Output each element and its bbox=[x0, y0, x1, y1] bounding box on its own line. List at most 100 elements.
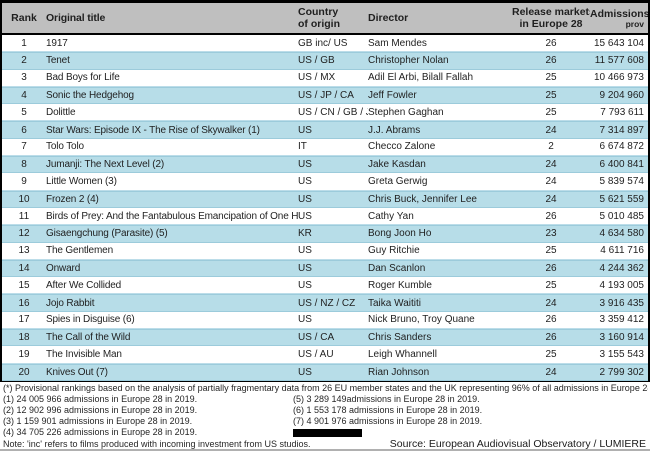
table-row: 2 Tenet US / GB Christopher Nolan 26 11 577 6… bbox=[2, 52, 648, 70]
table-row: 19 The Invisible Man US / AU Leigh Whannell… bbox=[2, 346, 648, 364]
footnotes-section: (*) Provisional rankings based on the an… bbox=[0, 382, 650, 450]
cell-country: US bbox=[298, 366, 312, 378]
cell-admissions: 4 244 362 bbox=[599, 263, 645, 274]
cell-admissions: 6 400 841 bbox=[599, 159, 645, 171]
cell-rank: 8 bbox=[21, 159, 27, 171]
footnote-provisional: (*) Provisional rankings based on the an… bbox=[3, 383, 648, 393]
cell-markets: 24 bbox=[545, 124, 557, 136]
footnote-2: (2) 12 902 996 admissions in Europe 28 i… bbox=[3, 405, 198, 415]
cell-director: Greta Gerwig bbox=[368, 176, 428, 188]
cell-admissions: 5 839 574 bbox=[599, 176, 645, 188]
cell-rank: 11 bbox=[18, 210, 30, 222]
col-header-markets-line1: Release markets bbox=[512, 6, 590, 18]
cell-title: The Invisible Man bbox=[46, 348, 122, 360]
cell-title: Frozen 2 (4) bbox=[46, 193, 99, 205]
cell-director: Chris Buck, Jennifer Lee bbox=[368, 193, 477, 205]
col-header-markets-line2: in Europe 28 bbox=[519, 18, 583, 30]
cell-director: Sam Mendes bbox=[368, 37, 427, 49]
cell-admissions: 6 674 872 bbox=[599, 141, 645, 153]
cell-markets: 26 bbox=[545, 263, 557, 274]
cell-rank: 19 bbox=[18, 348, 30, 360]
cell-title: Dolittle bbox=[46, 106, 76, 118]
cell-country: US / MX bbox=[298, 72, 336, 84]
cell-title: The Call of the Wild bbox=[46, 332, 131, 344]
cell-markets: 24 bbox=[545, 193, 557, 205]
table-row: 12 Gisaengchung (Parasite) (5) KR Bong Joon… bbox=[2, 225, 648, 243]
cell-markets: 25 bbox=[545, 90, 557, 102]
cell-admissions: 15 643 104 bbox=[593, 37, 644, 49]
cell-admissions: 10 466 973 bbox=[593, 72, 644, 84]
cell-admissions: 4 634 580 bbox=[599, 228, 645, 240]
cell-markets: 2 bbox=[548, 141, 554, 153]
cell-country: US / AU bbox=[298, 348, 334, 360]
cell-rank: 5 bbox=[21, 106, 27, 118]
cell-country: US / JP / CA bbox=[298, 90, 354, 102]
cell-country: US / CA bbox=[298, 332, 335, 344]
cell-markets: 24 bbox=[545, 159, 557, 171]
cell-director: Cathy Yan bbox=[368, 210, 414, 222]
cell-admissions: 9 204 960 bbox=[599, 90, 645, 102]
cell-director: Jake Kasdan bbox=[368, 159, 426, 171]
cell-rank: 15 bbox=[18, 279, 30, 291]
cell-title: Tenet bbox=[46, 55, 70, 67]
table-row: 9 Little Women (3) US Greta Gerwig 24 5 839 5… bbox=[2, 173, 648, 191]
cell-country: GB inc/ US bbox=[298, 37, 348, 49]
table-row: 1 1917 GB inc/ US Sam Mendes 26 15 643 104 bbox=[2, 35, 648, 53]
col-header-country-line1: Country bbox=[298, 6, 339, 18]
cell-rank: 20 bbox=[18, 366, 30, 378]
cell-markets: 25 bbox=[545, 348, 557, 360]
table-row: 20 Knives Out (7) US Rian Johnson 24 2 799 30… bbox=[2, 363, 648, 381]
footnote-column-right: (5) 3 289 149admissions in Europe 28 in … bbox=[293, 394, 648, 438]
cell-markets: 25 bbox=[545, 72, 557, 84]
table-row: 17 Spies in Disguise (6) US Nick Bruno, Tro… bbox=[2, 311, 648, 330]
table-row: 3 Bad Boys for Life US / MX Adil El Arbi, B… bbox=[2, 69, 648, 87]
cell-title: Star Wars: Episode IX - The Rise of Skyw… bbox=[46, 124, 260, 136]
cell-director: Taika Waititi bbox=[368, 297, 421, 309]
table-row: 7 Tolo Tolo IT Checco Zalone 2 6 674 872 bbox=[2, 138, 648, 157]
col-header-director: Director bbox=[368, 12, 409, 24]
cell-rank: 2 bbox=[21, 55, 27, 67]
cell-markets: 23 bbox=[545, 228, 557, 240]
cell-country: IT bbox=[298, 141, 307, 153]
cell-country: US / NZ / CZ bbox=[298, 297, 356, 309]
redacted-text-bar bbox=[293, 429, 362, 437]
source-attribution: Source: European Audiovisual Observatory… bbox=[389, 438, 646, 450]
footnote-5: (5) 3 289 149admissions in Europe 28 in … bbox=[293, 394, 480, 404]
table-row: 5 Dolittle US / CN / GB / JPStephen Gaghan… bbox=[2, 104, 648, 122]
cell-title: After We Collided bbox=[46, 279, 122, 291]
table-row: 13 The Gentlemen US Guy Ritchie 25 4 611 716 bbox=[2, 242, 648, 260]
cell-country: US / CN / GB / JP bbox=[298, 106, 368, 118]
cell-admissions: 5 621 559 bbox=[599, 193, 645, 205]
cell-director: Guy Ritchie bbox=[368, 245, 420, 257]
footer-bottom-row: Note: 'inc' refers to films produced wit… bbox=[3, 439, 648, 450]
cell-markets: 25 bbox=[545, 106, 557, 118]
cell-director: J.J. Abrams bbox=[368, 124, 421, 136]
cell-markets: 25 bbox=[545, 279, 557, 291]
cell-admissions: 7 793 611 bbox=[600, 106, 644, 118]
cell-country: US bbox=[298, 159, 312, 171]
col-header-release-markets: Release markets in Europe 28 bbox=[512, 6, 590, 30]
footnote-7: (7) 4 901 976 admissions in Europe 28 in… bbox=[293, 416, 483, 426]
cell-admissions: 3 359 412 bbox=[599, 314, 645, 326]
cell-rank: 7 bbox=[21, 141, 27, 153]
cell-country: US bbox=[298, 245, 312, 257]
footnote-1: (1) 24 005 966 admissions in Europe 28 i… bbox=[3, 394, 198, 404]
footnote-3: (3) 1 159 901 admissions in Europe 28 in… bbox=[3, 416, 193, 426]
cell-rank: 6 bbox=[21, 124, 27, 136]
table-row: 8 Jumanji: The Next Level (2) US Jake Kasda… bbox=[2, 156, 648, 174]
table-row: 11 Birds of Prey: And the Fantabulous Ema… bbox=[2, 207, 648, 226]
cell-markets: 26 bbox=[545, 37, 557, 49]
cell-rank: 3 bbox=[21, 72, 27, 84]
cell-title: Jojo Rabbit bbox=[46, 297, 95, 309]
cell-title: Tolo Tolo bbox=[46, 141, 84, 153]
cell-admissions: 3 916 435 bbox=[599, 297, 645, 309]
footnote-columns: (1) 24 005 966 admissions in Europe 28 i… bbox=[3, 394, 648, 438]
cell-director: Jeff Fowler bbox=[368, 90, 417, 102]
cell-country: US bbox=[298, 263, 312, 274]
cell-markets: 24 bbox=[545, 176, 557, 188]
cell-title: Little Women (3) bbox=[46, 176, 117, 188]
cell-markets: 25 bbox=[545, 245, 557, 257]
cell-rank: 17 bbox=[18, 314, 30, 326]
film-ranking-table: Rank Original title Country of origin Di… bbox=[0, 0, 650, 382]
cell-director: Christopher Nolan bbox=[368, 55, 449, 67]
